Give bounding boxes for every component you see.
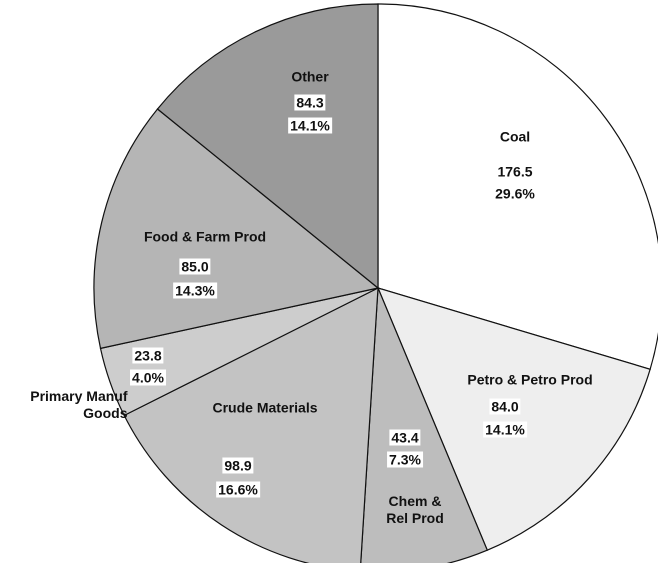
slice-label: Food & Farm Prod bbox=[143, 228, 267, 245]
value-label: 43.4 bbox=[389, 429, 421, 446]
slice-label: Other bbox=[291, 68, 329, 85]
pie-slice bbox=[360, 287, 489, 563]
percent-label: 14.3% bbox=[173, 282, 217, 299]
slice-label: Primary Manuf Goods bbox=[30, 388, 128, 421]
value-label: 85.0 bbox=[179, 258, 211, 275]
pie-slice bbox=[123, 286, 379, 563]
pie-slice bbox=[156, 3, 379, 290]
slice-label: Petro & Petro Prod bbox=[467, 371, 593, 388]
pie-slice bbox=[376, 287, 651, 551]
percent-label: 16.6% bbox=[216, 481, 260, 498]
value-label: 84.0 bbox=[489, 398, 521, 415]
slice-label: Coal bbox=[499, 128, 531, 145]
pie-slice bbox=[93, 108, 380, 350]
percent-label: 14.1% bbox=[483, 421, 527, 438]
slice-label: Crude Materials bbox=[212, 399, 318, 416]
percent-label: 4.0% bbox=[130, 369, 166, 386]
value-label: 23.8 bbox=[132, 347, 164, 364]
percent-label: 29.6% bbox=[493, 185, 537, 202]
slice-label: Chem & Rel Prod bbox=[386, 493, 444, 526]
percent-label: 7.3% bbox=[387, 451, 423, 468]
percent-label: 14.1% bbox=[288, 117, 332, 134]
value-label: 176.5 bbox=[495, 163, 535, 180]
value-label: 98.9 bbox=[222, 457, 254, 474]
value-label: 84.3 bbox=[294, 94, 326, 111]
